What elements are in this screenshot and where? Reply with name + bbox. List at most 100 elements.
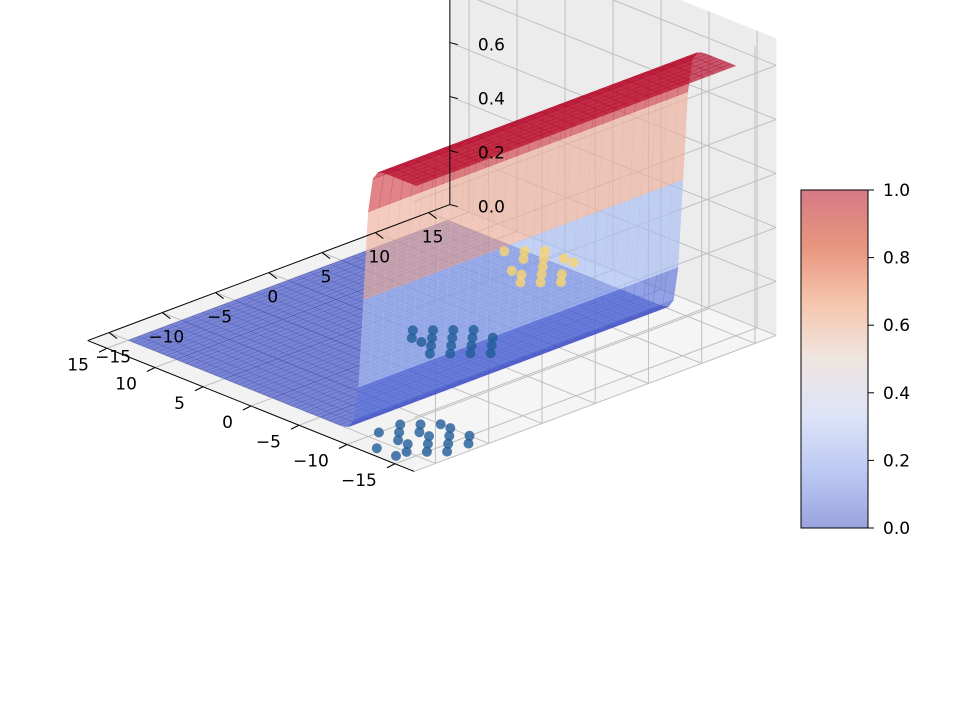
z-tick-mark xyxy=(449,204,458,208)
scatter-point-class-0 xyxy=(402,439,413,450)
scatter-point-class-1 xyxy=(499,246,510,257)
colorbar-tick-label: 1.0 xyxy=(883,181,910,201)
grid-line-z-right xyxy=(477,0,777,120)
colorbar-tick-label: 0.4 xyxy=(883,384,910,404)
scatter-point-class-0 xyxy=(426,340,436,351)
colorbar-tick-label: 0.0 xyxy=(883,519,910,539)
decision-surface xyxy=(127,52,737,428)
scatter-point-class-0 xyxy=(448,325,459,335)
x-tick-label: 0 xyxy=(222,413,233,433)
scatter-point-class-0 xyxy=(416,337,427,347)
scatter-point-class-0 xyxy=(435,419,446,430)
x-tick-mark xyxy=(386,463,396,469)
y-tick-label: 0 xyxy=(267,288,278,308)
colorbar-gradient xyxy=(800,189,869,529)
y-tick-mark xyxy=(162,312,171,319)
x-tick-mark xyxy=(338,444,348,449)
x-tick-mark xyxy=(242,405,252,411)
y-tick-label: −5 xyxy=(207,308,232,328)
scatter-point-class-0 xyxy=(486,340,497,351)
scatter-point-class-1 xyxy=(538,253,549,264)
scatter-point-class-0 xyxy=(428,325,438,336)
scatter-point-class-0 xyxy=(422,438,433,449)
scatter-point-class-1 xyxy=(518,253,529,264)
scatter-point-class-1 xyxy=(535,277,546,288)
scatter-point-class-1 xyxy=(519,246,530,257)
y-tick-mark xyxy=(215,292,224,299)
x-tick-label: 5 xyxy=(174,394,185,414)
y-tick-mark xyxy=(374,232,384,239)
scatter-point-class-0 xyxy=(401,446,412,457)
scatter-point-class-1 xyxy=(559,253,569,264)
z-tick-label: 0.6 xyxy=(478,36,505,56)
scatter-point-class-0 xyxy=(393,435,404,446)
z-tick-label: 0.2 xyxy=(478,144,505,164)
scatter-points xyxy=(371,245,579,461)
scatter-point-class-0 xyxy=(407,325,418,336)
grid-line-z-left xyxy=(413,334,777,472)
scatter-point-class-0 xyxy=(485,348,496,359)
colorbar-tick-label: 0.8 xyxy=(883,249,910,269)
x-tick-mark xyxy=(194,386,204,392)
y-tick-label: 10 xyxy=(368,248,390,268)
scatter-point-class-0 xyxy=(444,430,455,441)
scatter-point-class-0 xyxy=(445,423,456,434)
scatter-point-class-0 xyxy=(424,431,434,442)
scatter-point-class-0 xyxy=(463,438,474,449)
colorbar: 0.0 0.2 0.4 0.6 0.8 1.0 xyxy=(800,181,910,539)
scatter-point-class-0 xyxy=(414,427,425,438)
x-tick-label: −10 xyxy=(293,452,329,472)
scatter-point-class-0 xyxy=(445,348,456,359)
scatter-point-class-1 xyxy=(539,245,550,256)
y-tick-label: −10 xyxy=(148,328,184,348)
scatter-point-class-0 xyxy=(406,333,417,344)
scatter-point-class-0 xyxy=(465,348,476,359)
scatter-point-class-1 xyxy=(568,257,579,268)
z-tick-mark xyxy=(449,96,458,100)
scatter-point-class-0 xyxy=(468,324,479,335)
y-tick-label: 15 xyxy=(422,228,444,248)
y-tick-label: −15 xyxy=(95,348,131,368)
axis-lines xyxy=(87,0,458,472)
scatter-point-class-0 xyxy=(487,332,498,343)
grid-line-z-right xyxy=(611,0,777,66)
x-tick-label: 15 xyxy=(67,355,89,375)
x-tick-label: −5 xyxy=(256,432,281,452)
y-tick-mark xyxy=(268,272,278,279)
scatter-point-class-1 xyxy=(555,277,566,288)
z-tick-mark xyxy=(449,150,458,154)
tick-labels: −15 −10 −5 0 5 10 15 −15 −10 −5 0 5 10 15 0.0 0.2 0.4 0.6… xyxy=(67,0,505,491)
x-tick-mark xyxy=(290,424,300,430)
z-tick-label: 0.8 xyxy=(478,0,505,2)
scatter-point-class-0 xyxy=(373,427,384,438)
x-tick-label: 10 xyxy=(115,375,137,395)
scatter-point-class-0 xyxy=(464,430,475,441)
y-tick-mark xyxy=(321,252,331,259)
scatter-point-class-0 xyxy=(421,446,432,457)
surface-patch xyxy=(410,179,428,187)
scatter-point-class-0 xyxy=(391,450,401,461)
z-tick-label: 0.4 xyxy=(478,90,505,110)
grid-line-z-left xyxy=(413,280,777,418)
scatter-point-class-1 xyxy=(556,269,567,280)
scatter-point-class-0 xyxy=(395,419,406,430)
x-tick-mark xyxy=(98,347,108,353)
y-tick-label: 5 xyxy=(321,268,332,288)
scatter-point-class-0 xyxy=(446,340,457,351)
scatter-point-class-0 xyxy=(447,332,458,343)
scatter-point-class-0 xyxy=(467,332,478,343)
scatter-point-class-0 xyxy=(427,333,437,343)
scatter-point-class-1 xyxy=(537,261,548,272)
colorbar-tick-label: 0.6 xyxy=(883,316,910,336)
scatter-point-class-0 xyxy=(394,427,405,438)
x-tick-label: −15 xyxy=(341,471,377,491)
y-tick-mark xyxy=(108,332,118,339)
z-tick-mark xyxy=(449,42,458,46)
x-tick-mark xyxy=(146,367,156,372)
z-tick-label: 0.0 xyxy=(478,198,505,218)
scatter-point-class-1 xyxy=(515,277,526,288)
scatter-point-class-1 xyxy=(536,269,547,280)
scatter-point-class-0 xyxy=(466,340,477,351)
